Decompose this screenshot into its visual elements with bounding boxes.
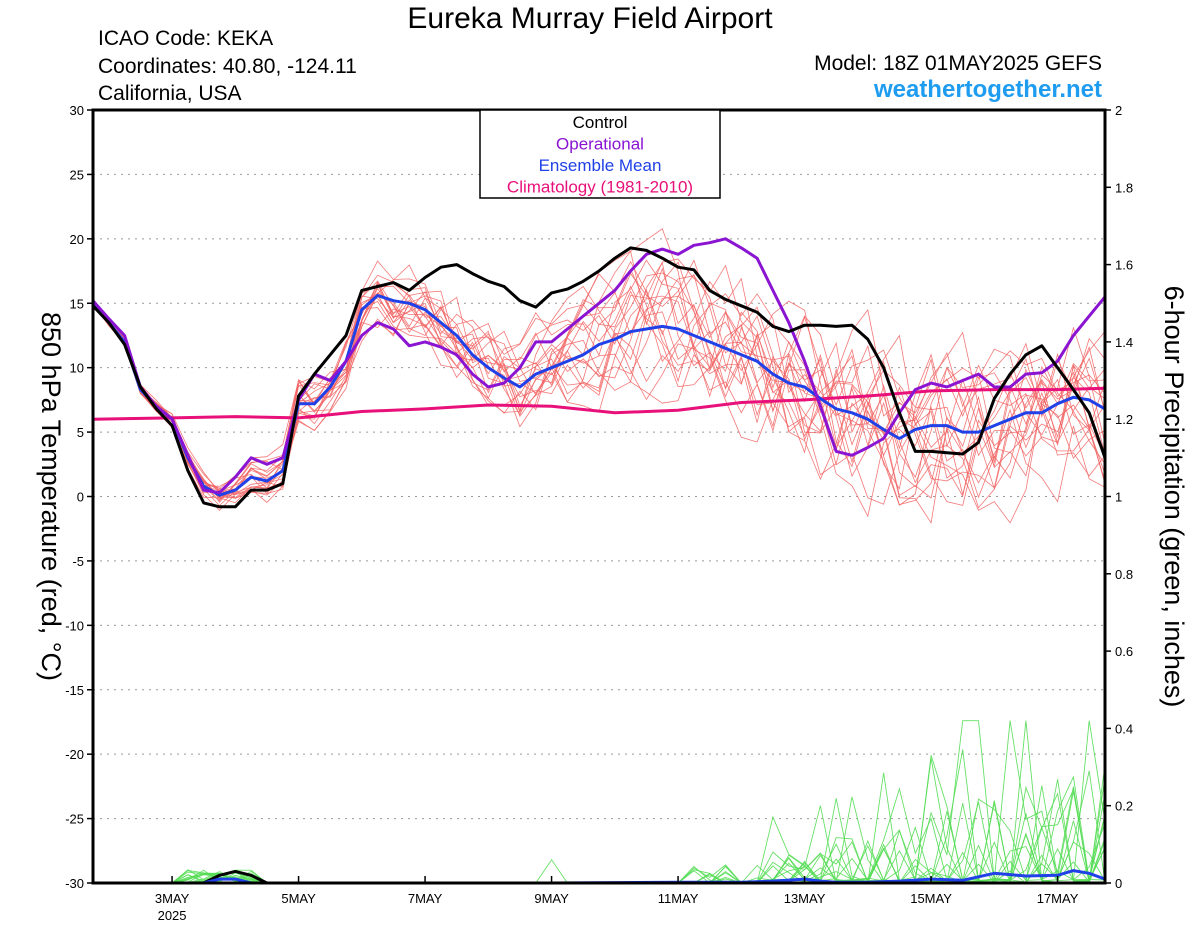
legend-entry: Ensemble Mean: [539, 156, 662, 175]
control-line: [91, 246, 1107, 509]
x-tick-label: 11MAY: [658, 891, 699, 906]
climatology-1981-2010-line: [92, 386, 1106, 421]
precip-member-line: [93, 755, 1106, 884]
y-tick-label-right: 1.4: [1115, 335, 1133, 350]
y-tick-label-left: -25: [65, 812, 84, 827]
legend: Control Operational Ensemble Mean Climatolo…: [479, 109, 721, 199]
y-tick-label-right: 0.2: [1115, 799, 1133, 814]
y-tick-label-left: 10: [70, 361, 84, 376]
x-tick-label: 7MAY: [408, 891, 443, 906]
ensemble-member-line: [92, 283, 1106, 494]
ensemble-member-line: [92, 258, 1106, 524]
ensemble-member-line: [92, 292, 1106, 524]
y-tick-label-left: 15: [70, 296, 84, 311]
chart-title: Eureka Murray Field Airport: [407, 2, 773, 35]
site-name: weathertogether.net: [873, 76, 1102, 103]
y-tick-label-left: 25: [70, 167, 84, 182]
y-tick-label-right: 0.6: [1115, 644, 1133, 659]
ensemble-member-line: [92, 273, 1106, 511]
ensemble-member-line: [92, 267, 1106, 503]
precip-members: [93, 720, 1106, 885]
ensemble-member-line: [92, 272, 1106, 495]
ensemble-member-line: [92, 285, 1106, 499]
region: California, USA: [98, 82, 242, 105]
y-tick-label-right: 1.6: [1115, 258, 1133, 273]
ensemble-members: [92, 228, 1106, 524]
legend-entry: Climatology (1981-2010): [507, 178, 693, 197]
precip-member-line: [93, 749, 1106, 884]
x-tick-sublabel: 2025: [158, 908, 187, 923]
y-tick-label-left: -20: [65, 747, 84, 762]
legend-entry: Operational: [556, 135, 644, 154]
y-tick-label-right: 0: [1115, 876, 1122, 891]
series-lines: [91, 237, 1107, 885]
y-tick-label-right: 1.8: [1115, 180, 1133, 195]
precip-member-line: [93, 764, 1106, 884]
ensemble-member-line: [92, 261, 1106, 505]
icao-code: ICAO Code: KEKA: [98, 27, 274, 50]
axis-ticks: 302520151050-5-10-15-20-25-3021.81.61.41…: [65, 103, 1133, 923]
coordinates: Coordinates: 40.80, -124.11: [98, 55, 357, 78]
precip-member-line: [93, 758, 1106, 884]
x-tick-label: 3MAY: [155, 891, 190, 906]
x-tick-label: 13MAY: [784, 891, 826, 906]
ensemble-mean-line: [91, 294, 1106, 497]
ensemble-member-line: [92, 268, 1106, 489]
y-axis-label-right: 6-hour Precipitation (green, inches): [1159, 286, 1189, 708]
y-tick-label-left: -5: [72, 554, 84, 569]
y-tick-label-left: -30: [65, 876, 84, 891]
y-tick-label-right: 0.4: [1115, 721, 1133, 736]
ensemble-member-line: [92, 275, 1106, 509]
y-tick-label-left: -10: [65, 618, 84, 633]
x-tick-label: 15MAY: [910, 891, 952, 906]
x-tick-label: 9MAY: [534, 891, 569, 906]
ensemble-member-line: [92, 259, 1106, 499]
legend-entry: Control: [573, 113, 628, 132]
ensemble-member-line: [92, 259, 1106, 498]
y-tick-label-left: 5: [77, 425, 84, 440]
y-tick-label-left: 20: [70, 232, 84, 247]
y-tick-label-right: 1: [1115, 490, 1122, 505]
operational-line: [91, 237, 1107, 495]
precip-member-line: [93, 775, 1106, 884]
y-tick-label-right: 1.2: [1115, 412, 1133, 427]
y-tick-label-left: 0: [77, 490, 84, 505]
x-tick-label: 5MAY: [281, 891, 316, 906]
y-tick-label-right: 2: [1115, 103, 1122, 118]
model-run: Model: 18Z 01MAY2025 GEFS: [814, 52, 1102, 75]
x-tick-label: 17MAY: [1037, 891, 1079, 906]
y-tick-label-left: -15: [65, 683, 84, 698]
y-tick-label-right: 0.8: [1115, 567, 1133, 582]
y-axis-label-left: 850 hPa Temperature (red, °C): [36, 312, 66, 681]
legend-box: [479, 109, 721, 199]
y-tick-label-left: 30: [70, 103, 84, 118]
